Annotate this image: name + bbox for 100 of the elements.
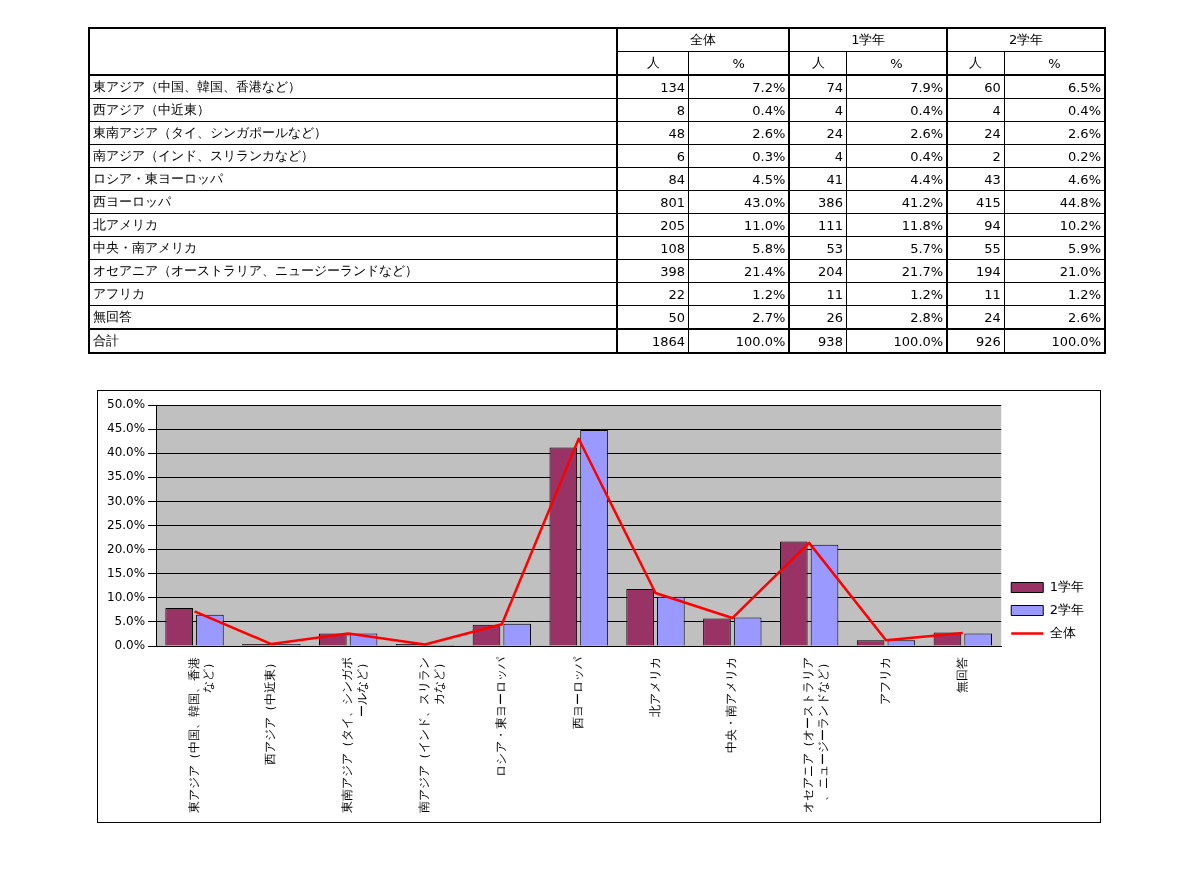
data-label: 415 (947, 190, 1005, 214)
data-label: 8 (617, 98, 689, 122)
text: % (846, 51, 948, 75)
data-label: 4.5% (688, 167, 790, 191)
category-label: ロシア・東ヨーロッパ (89, 167, 617, 191)
data-label: 24 (947, 121, 1005, 145)
data-label: 55 (947, 236, 1005, 260)
data-label: 1864 (617, 329, 689, 353)
text: 1学年 (789, 28, 948, 52)
category-label: アフリカ (89, 282, 617, 306)
data-label: 6 (617, 144, 689, 168)
y-tick-label: 25.0% (107, 517, 146, 532)
data-label: 21.0% (1004, 259, 1105, 283)
data-label: 7.2% (688, 75, 790, 99)
data-label: 2.6% (1004, 305, 1105, 329)
data-label: 22 (617, 282, 689, 306)
data-label: 11.8% (846, 213, 948, 237)
data-label: 386 (789, 190, 847, 214)
text: 2学年 (947, 28, 1105, 52)
data-label: 48 (617, 121, 689, 145)
data-label: 2.6% (688, 121, 790, 145)
data-label: 2 (947, 144, 1005, 168)
data-label: 53 (789, 236, 847, 260)
data-label: 11.0% (688, 213, 790, 237)
data-label: 43 (947, 167, 1005, 191)
data-label: 100.0% (1004, 329, 1105, 353)
data-label: 41 (789, 167, 847, 191)
data-label: 43.0% (688, 190, 790, 214)
category-label: 東アジア（中国、韓国、香港など） (89, 75, 617, 99)
category-label: 東南アジア（タイ、シンガポールなど） (89, 121, 617, 145)
x-tick-label: 東アジア（中国、韓国、香港など） (186, 657, 216, 813)
data-label: 24 (947, 305, 1005, 329)
category-label: 西アジア（中近東） (89, 98, 617, 122)
x-tick-label: ロシア・東ヨーロッパ (493, 656, 508, 777)
y-tick-label: 0.0% (114, 638, 146, 653)
text: 人 (789, 51, 847, 75)
data-label: 21.7% (846, 259, 948, 283)
data-label: 11 (789, 282, 847, 306)
y-tick-label: 35.0% (107, 469, 146, 484)
data-label: 204 (789, 259, 847, 283)
y-tick-label: 30.0% (107, 493, 146, 508)
category-label: 中央・南アメリカ (89, 236, 617, 260)
text: 全体 (617, 28, 790, 52)
data-label: 4 (789, 98, 847, 122)
y-tick-label: 20.0% (107, 541, 146, 556)
data-label: 801 (617, 190, 689, 214)
data-label: 134 (617, 75, 689, 99)
y-tick-label: 15.0% (107, 565, 146, 580)
data-label: 24 (789, 121, 847, 145)
data-label: 44.8% (1004, 190, 1105, 214)
category-label: 無回答 (89, 305, 617, 329)
data-label: 194 (947, 259, 1005, 283)
x-tick-label: オセアニア（オーストラリア、ニュージーランドなど） (801, 657, 830, 813)
x-tick-label: 南アジア（インド、スリランカなど） (417, 657, 446, 813)
data-label: 398 (617, 259, 689, 283)
x-tick-label: 北アメリカ (647, 657, 662, 717)
data-label: 4.6% (1004, 167, 1105, 191)
y-tick-label: 45.0% (107, 421, 146, 436)
legend-label: 全体 (1049, 624, 1076, 640)
data-label: 60 (947, 75, 1005, 99)
data-label: 108 (617, 236, 689, 260)
data-label: 2.6% (1004, 121, 1105, 145)
data-label: 100.0% (688, 329, 790, 353)
data-label: 0.4% (846, 144, 948, 168)
legend-label: 1学年 (1049, 578, 1085, 594)
y-tick-label: 40.0% (107, 445, 146, 460)
x-tick-label: 西アジア（中近東） (263, 657, 278, 765)
legend-label: 2学年 (1049, 601, 1085, 617)
data-label: 4 (789, 144, 847, 168)
data-label: 2.7% (688, 305, 790, 329)
data-label: 21.4% (688, 259, 790, 283)
category-label: 西ヨーロッパ (89, 190, 617, 214)
data-label: 84 (617, 167, 689, 191)
legend-label: 人 (617, 51, 689, 75)
category-label: 北アメリカ (89, 213, 617, 237)
data-label: 1.2% (688, 282, 790, 306)
y-tick-label: 5.0% (114, 614, 146, 629)
data-label: 111 (789, 213, 847, 237)
data-label: 50 (617, 305, 689, 329)
text: % (688, 51, 790, 75)
data-label: 5.9% (1004, 236, 1105, 260)
data-label: 100.0% (846, 329, 948, 353)
data-label: 0.3% (688, 144, 790, 168)
text: 人 (947, 51, 1005, 75)
category-label: 合計 (89, 329, 617, 353)
data-label: 4 (947, 98, 1005, 122)
category-label: オセアニア（オーストラリア、ニュージーランドなど） (89, 259, 617, 283)
x-tick-label: 無回答 (954, 657, 969, 693)
x-tick-label: 中央・南アメリカ (724, 657, 739, 753)
data-label: 74 (789, 75, 847, 99)
data-label: 0.4% (1004, 98, 1105, 122)
data-label: 10.2% (1004, 213, 1105, 237)
data-label: 205 (617, 213, 689, 237)
x-tick-label: 西ヨーロッパ (570, 656, 585, 729)
text: % (1004, 51, 1105, 75)
data-label: 0.4% (846, 98, 948, 122)
data-label: 6.5% (1004, 75, 1105, 99)
data-label: 11 (947, 282, 1005, 306)
data-label: 2.8% (846, 305, 948, 329)
data-label: 1.2% (1004, 282, 1105, 306)
